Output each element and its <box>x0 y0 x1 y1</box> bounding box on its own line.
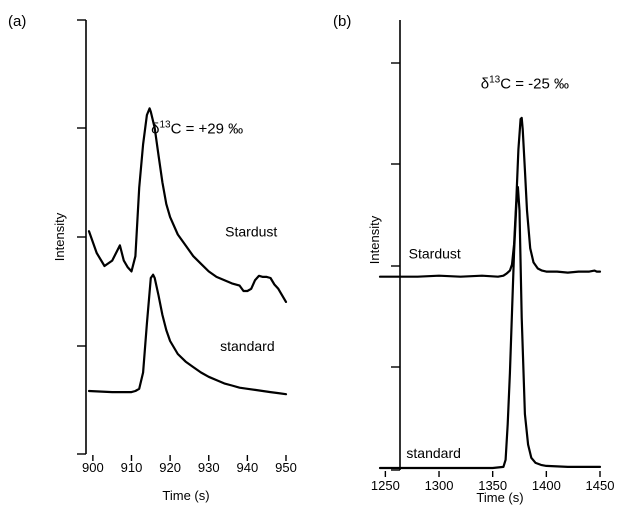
series-label-stardust: Stardust <box>225 224 277 240</box>
panel-label: (b) <box>333 13 351 30</box>
x-tick-label: 1250 <box>371 478 400 493</box>
x-tick-label: 1350 <box>478 478 507 493</box>
x-tick-label: 930 <box>198 460 220 475</box>
x-tick-label: 1400 <box>532 478 561 493</box>
x-tick-label: 1300 <box>425 478 454 493</box>
panel-label: (a) <box>8 13 26 30</box>
y-axis-label: Intensity <box>52 212 67 261</box>
y-axis-label: Intensity <box>367 215 382 264</box>
series-label-standard: standard <box>406 445 460 461</box>
delta-annotation: δ13C = -25 ‰ <box>481 74 569 92</box>
x-tick-label: 940 <box>237 460 259 475</box>
x-axis-label: Time (s) <box>162 488 209 503</box>
x-tick-label: 910 <box>121 460 143 475</box>
x-tick-label: 1450 <box>586 478 615 493</box>
x-axis-label: Time (s) <box>476 490 523 505</box>
x-tick-label: 900 <box>82 460 104 475</box>
x-tick-label: 920 <box>159 460 181 475</box>
series-line-stardust <box>378 116 602 278</box>
series-line-stardust <box>87 107 288 303</box>
series-label-stardust: Stardust <box>409 245 461 261</box>
panel-b: (b) 1250 1300 1350 1400 1450 Time (s) Intensity… <box>333 13 614 505</box>
delta-annotation: δ13C = +29 ‰ <box>151 119 243 137</box>
series-line-standard <box>378 186 602 470</box>
series-label-standard: standard <box>220 338 274 354</box>
x-tick-label: 950 <box>275 460 297 475</box>
panel-a: (a) 900 910 920 930 940 950 Time (s) Intensity δ1… <box>8 13 297 503</box>
series-line-standard <box>87 273 288 396</box>
